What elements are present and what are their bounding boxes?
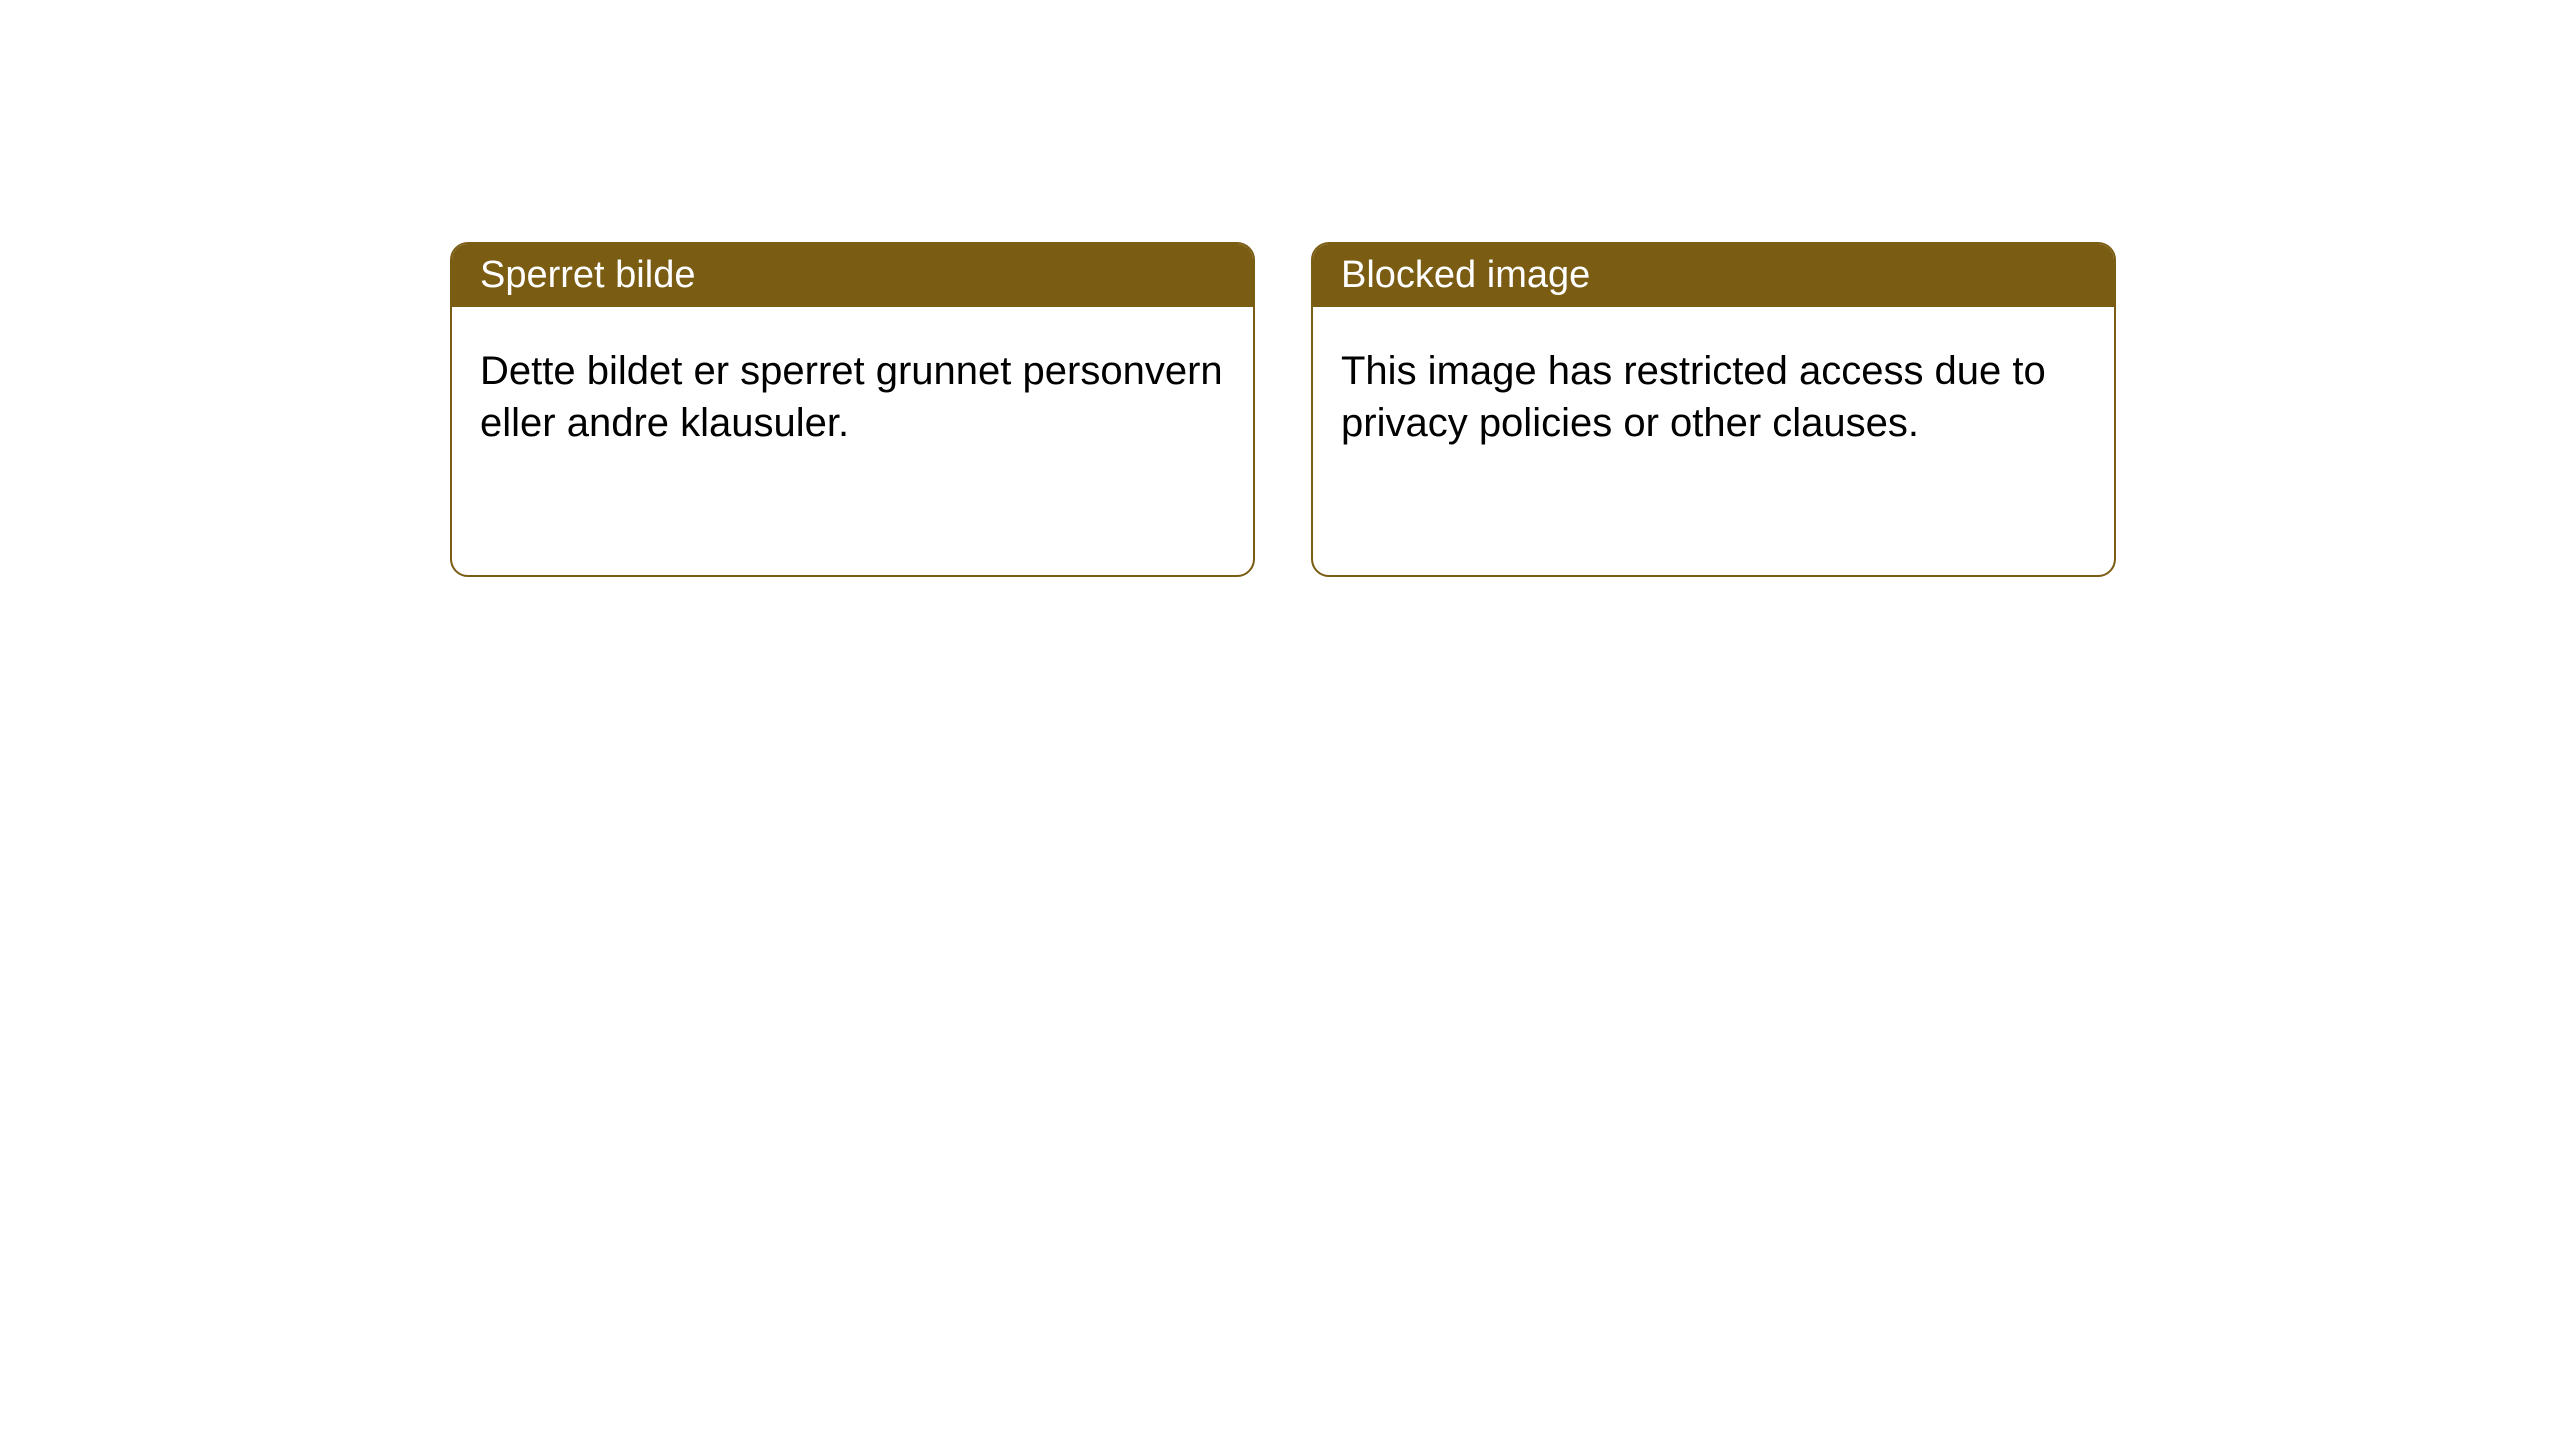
notice-title: Blocked image (1341, 254, 1590, 296)
notice-title: Sperret bilde (480, 254, 695, 296)
notice-body-text: This image has restricted access due to … (1341, 349, 2046, 445)
notice-box-english: Blocked image This image has restricted … (1311, 242, 2116, 577)
notice-body: This image has restricted access due to … (1313, 307, 2114, 487)
notice-header: Blocked image (1313, 244, 2114, 307)
notice-box-norwegian: Sperret bilde Dette bildet er sperret gr… (450, 242, 1255, 577)
notice-container: Sperret bilde Dette bildet er sperret gr… (0, 0, 2560, 577)
notice-body: Dette bildet er sperret grunnet personve… (452, 307, 1253, 487)
notice-header: Sperret bilde (452, 244, 1253, 307)
notice-body-text: Dette bildet er sperret grunnet personve… (480, 349, 1223, 445)
